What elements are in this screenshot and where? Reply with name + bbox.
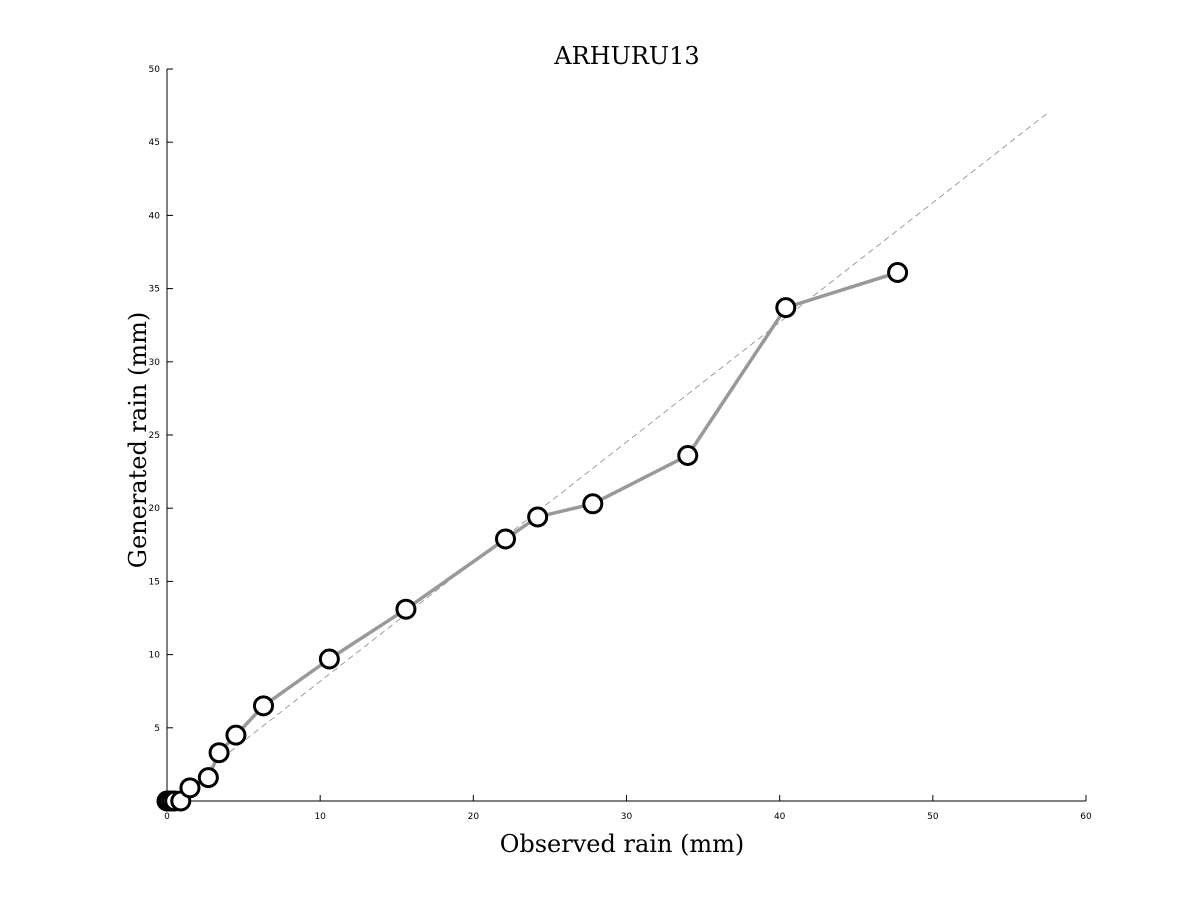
x-tick-label: 40 <box>774 812 786 822</box>
data-point <box>208 742 230 764</box>
y-tick-label: 35 <box>149 285 160 295</box>
y-tick-label: 45 <box>149 138 160 148</box>
data-point <box>318 648 340 670</box>
data-point <box>887 261 909 283</box>
x-ticks: 0 10 20 30 40 50 60 <box>164 795 1092 822</box>
data-point <box>775 297 797 319</box>
y-tick-label: 40 <box>149 211 161 221</box>
series-line <box>166 270 899 803</box>
y-tick-label: 20 <box>149 504 161 514</box>
data-point <box>252 695 274 717</box>
y-tick-label: 25 <box>149 431 160 441</box>
data-point <box>197 767 219 789</box>
y-tick-label: 15 <box>149 577 160 587</box>
chart-title: ARHURU13 <box>553 42 699 70</box>
x-tick-label: 50 <box>927 812 939 822</box>
y-tick-label: 30 <box>149 358 161 368</box>
y-tick-label: 5 <box>154 724 160 734</box>
y-ticks: 5 10 15 20 25 30 35 40 45 50 <box>149 65 173 734</box>
series-layer <box>166 112 1048 803</box>
y-tick-label: 50 <box>149 65 161 75</box>
x-tick-label: 30 <box>621 812 633 822</box>
axes <box>166 69 1086 802</box>
data-point <box>225 724 247 746</box>
x-tick-label: 60 <box>1080 812 1092 822</box>
y-axis-label: Generated rain (mm) <box>124 312 152 568</box>
y-tick-label: 10 <box>149 651 161 661</box>
x-tick-label: 0 <box>164 812 170 822</box>
x-tick-label: 20 <box>468 812 480 822</box>
marker-layer <box>156 261 909 812</box>
data-point <box>179 777 201 799</box>
data-point <box>494 528 516 550</box>
data-point <box>395 598 417 620</box>
data-point <box>527 506 549 528</box>
reference-line <box>166 112 1048 802</box>
data-point <box>677 444 699 466</box>
x-tick-label: 10 <box>314 812 326 822</box>
data-point <box>582 493 604 515</box>
x-axis-label: Observed rain (mm) <box>500 830 745 858</box>
